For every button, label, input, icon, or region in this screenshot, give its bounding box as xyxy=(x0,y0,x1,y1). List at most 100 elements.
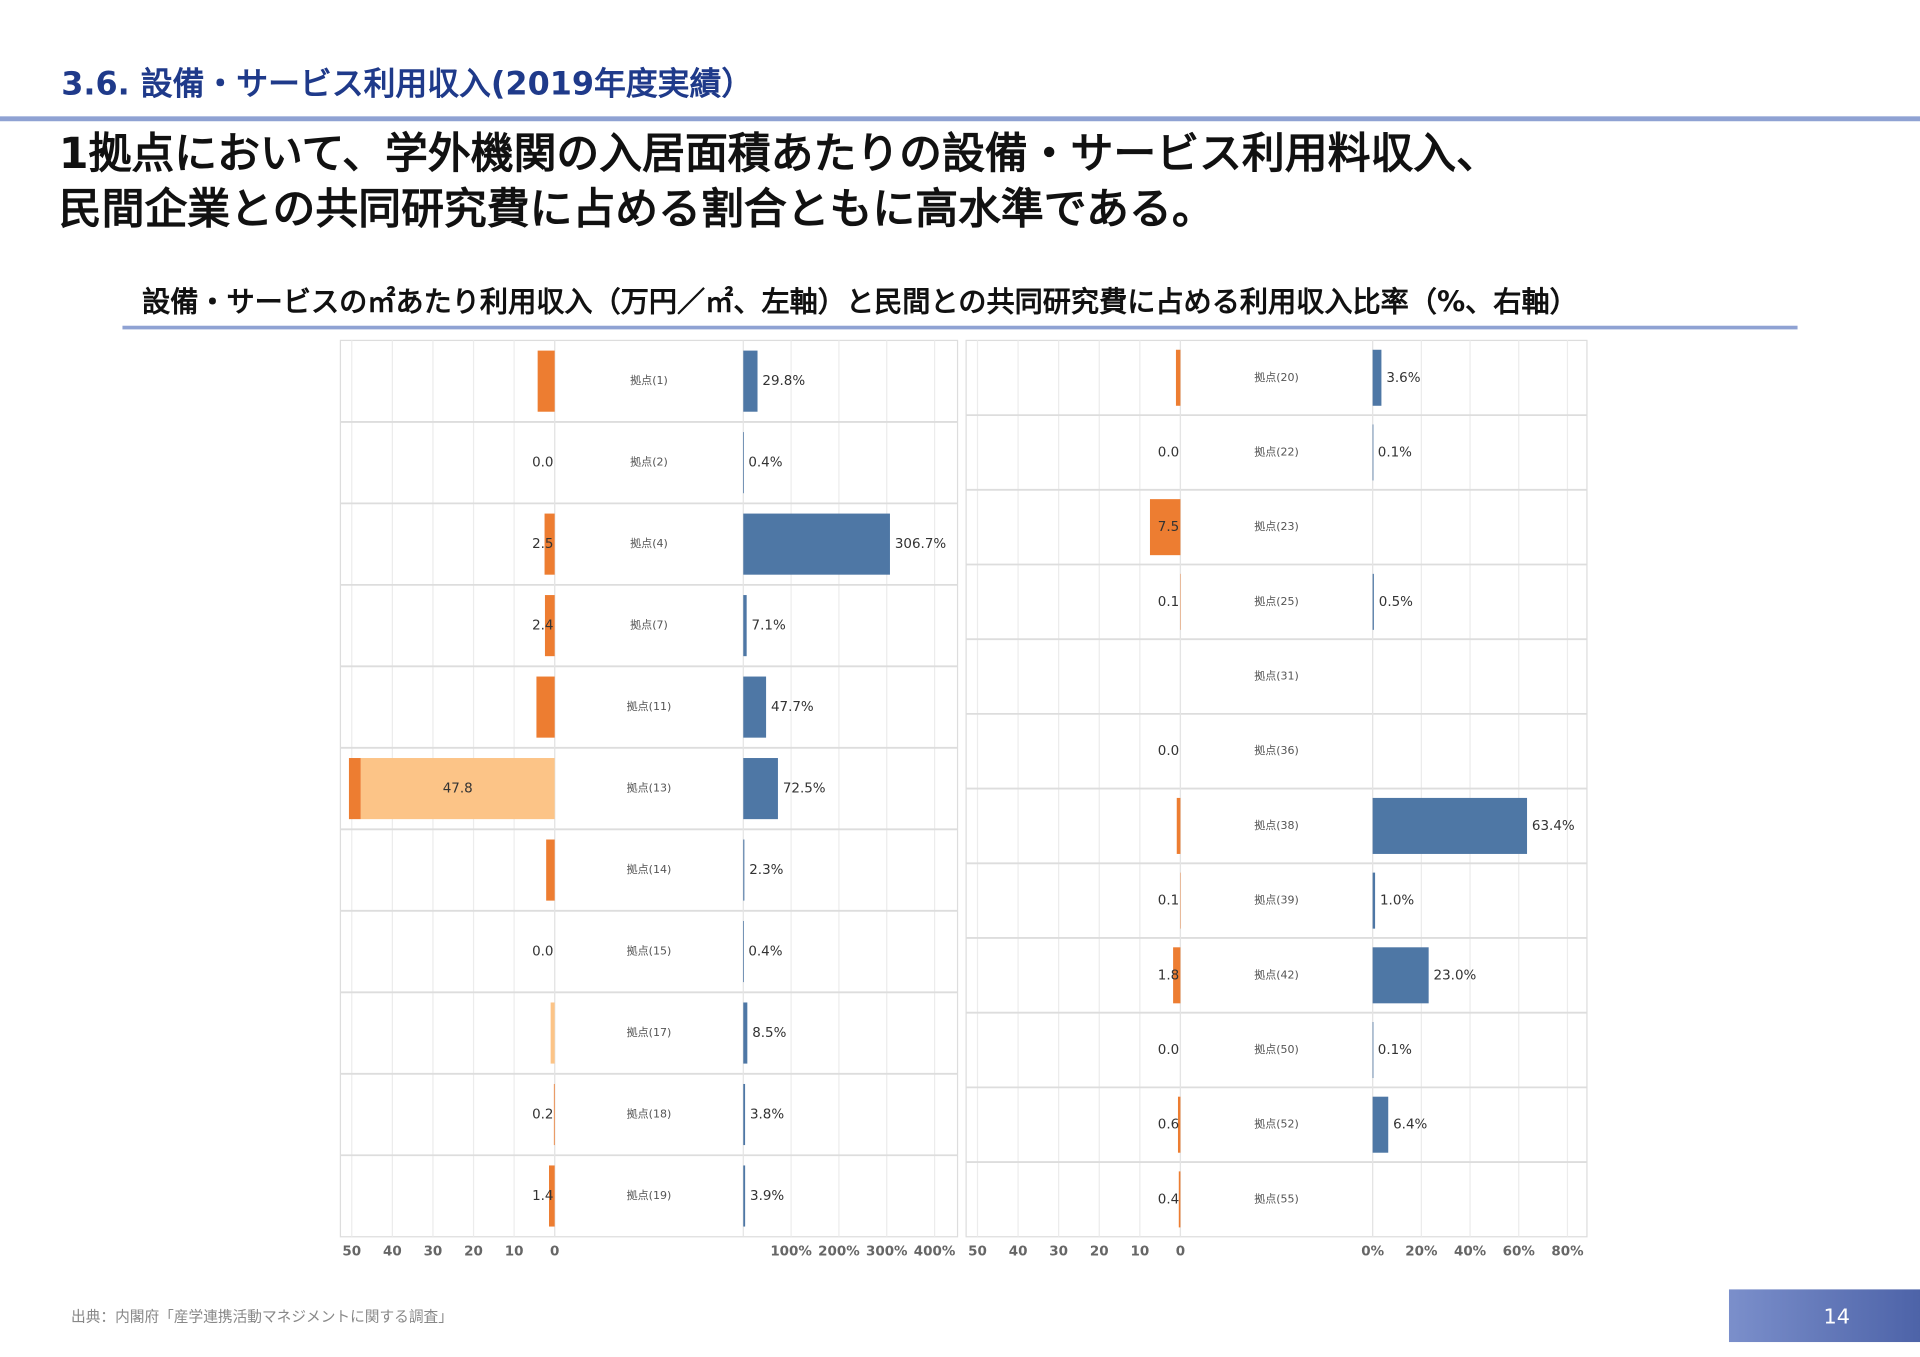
right-bar xyxy=(1372,573,1374,630)
left-bar xyxy=(1177,1096,1181,1153)
data-label: 0.0 xyxy=(1158,1043,1179,1058)
data-label: 3.8% xyxy=(750,1108,784,1123)
category-label: 拠点(2) xyxy=(630,456,668,469)
x-tick-label: 80% xyxy=(1551,1244,1584,1259)
right-bar xyxy=(1372,1096,1389,1153)
data-label: 0.4% xyxy=(748,945,782,960)
data-label: 0.2 xyxy=(532,1108,553,1123)
category-label: 拠点(38) xyxy=(1254,819,1299,832)
left-bar xyxy=(360,758,555,820)
x-tick-label: 40% xyxy=(1454,1244,1487,1259)
right-bar xyxy=(1372,947,1429,1004)
category-label: 拠点(23) xyxy=(1254,520,1299,533)
right-bar xyxy=(1372,424,1374,481)
headline: 1拠点において、学外機関の入居面積あたりの設備・サービス利用料収入、 xyxy=(59,129,1499,179)
x-tick-label: 40 xyxy=(383,1244,402,1259)
data-label: 7.1% xyxy=(752,619,786,634)
data-label: 0.5% xyxy=(1379,595,1413,610)
right-bar xyxy=(743,595,747,657)
data-label: 1.0% xyxy=(1380,894,1414,909)
left-bar xyxy=(546,839,555,901)
data-label: 1.8 xyxy=(1158,968,1179,983)
category-label: 拠点(20) xyxy=(1254,371,1299,384)
right-bar xyxy=(743,920,744,983)
category-label: 拠点(19) xyxy=(627,1189,672,1202)
category-label: 拠点(31) xyxy=(1254,670,1299,683)
category-label: 拠点(39) xyxy=(1254,894,1299,907)
right-bar xyxy=(743,1002,748,1064)
data-label: 0.0 xyxy=(1158,744,1179,759)
left-bar xyxy=(1149,499,1181,556)
x-tick-label: 30 xyxy=(1049,1244,1068,1259)
chart-title-rule xyxy=(122,325,1798,330)
x-tick-label: 400% xyxy=(914,1244,956,1259)
category-label: 拠点(1) xyxy=(630,374,668,387)
x-tick-label: 100% xyxy=(770,1244,812,1259)
category-label: 拠点(22) xyxy=(1254,445,1299,458)
data-label: 8.5% xyxy=(752,1026,786,1041)
headline: 民間企業との共同研究費に占める割合ともに高水準である。 xyxy=(59,184,1215,234)
category-label: 拠点(36) xyxy=(1254,744,1299,757)
left-bar xyxy=(348,758,361,820)
category-label: 拠点(18) xyxy=(627,1108,672,1121)
category-label: 拠点(50) xyxy=(1254,1043,1299,1056)
data-label: 72.5% xyxy=(783,782,826,797)
data-label: 7.5 xyxy=(1158,520,1179,535)
x-tick-label: 30 xyxy=(424,1244,443,1259)
data-label: 306.7% xyxy=(895,537,947,552)
x-tick-label: 20 xyxy=(1090,1244,1109,1259)
x-tick-label: 0 xyxy=(550,1244,559,1259)
data-label: 6.4% xyxy=(1393,1118,1427,1133)
category-label: 拠点(42) xyxy=(1254,968,1299,981)
section-title: 3.6. 設備・サービス利用収入(2019年度実績） xyxy=(61,65,753,103)
x-tick-label: 60% xyxy=(1503,1244,1536,1259)
x-tick-label: 20% xyxy=(1405,1244,1438,1259)
category-label: 拠点(13) xyxy=(627,782,672,795)
data-label: 0.1 xyxy=(1158,595,1179,610)
right-bar xyxy=(743,839,745,901)
right-bar xyxy=(1372,872,1376,929)
page-number-box xyxy=(1728,1289,1920,1343)
data-label: 47.8 xyxy=(443,782,473,797)
category-label: 拠点(4) xyxy=(630,537,668,550)
left-bar xyxy=(536,676,555,738)
x-tick-label: 50 xyxy=(342,1244,361,1259)
left-bar xyxy=(544,595,555,657)
category-label: 拠点(17) xyxy=(627,1026,672,1039)
data-label: 0.6 xyxy=(1158,1118,1179,1133)
x-tick-label: 40 xyxy=(1009,1244,1028,1259)
x-tick-label: 10 xyxy=(1130,1244,1149,1259)
data-label: 2.4 xyxy=(532,619,553,634)
right-bar xyxy=(743,432,744,494)
category-label: 拠点(14) xyxy=(627,863,672,876)
left-bar xyxy=(550,1002,555,1064)
x-tick-label: 200% xyxy=(818,1244,860,1259)
data-label: 0.1% xyxy=(1378,1043,1412,1058)
data-label: 3.9% xyxy=(750,1189,784,1204)
right-bar xyxy=(743,350,758,412)
left-bar xyxy=(1178,1171,1181,1228)
chart-title: 設備・サービスの㎡あたり利用収入（万円／㎡、左軸）と民間との共同研究費に占める利… xyxy=(142,286,1578,319)
data-label: 0.1% xyxy=(1378,445,1412,460)
data-label: 63.4% xyxy=(1532,819,1575,834)
data-label: 0.4 xyxy=(1158,1192,1179,1207)
x-tick-label: 300% xyxy=(866,1244,908,1259)
data-label: 2.3% xyxy=(749,863,783,878)
data-label: 23.0% xyxy=(1434,968,1477,983)
left-bar xyxy=(553,1083,555,1146)
right-bar xyxy=(743,676,767,738)
x-tick-label: 20 xyxy=(464,1244,483,1259)
data-label: 3.6% xyxy=(1386,371,1420,386)
x-tick-label: 0 xyxy=(1176,1244,1185,1259)
right-bar xyxy=(743,513,890,575)
category-label: 拠点(55) xyxy=(1254,1192,1299,1205)
category-label: 拠点(11) xyxy=(627,700,672,713)
category-label: 拠点(15) xyxy=(627,945,672,958)
page-number: 14 xyxy=(1824,1305,1850,1329)
category-label: 拠点(25) xyxy=(1254,595,1299,608)
data-label: 0.0 xyxy=(532,945,553,960)
data-label: 0.0 xyxy=(532,456,553,471)
right-bar xyxy=(743,1165,746,1227)
data-label: 47.7% xyxy=(771,700,814,715)
